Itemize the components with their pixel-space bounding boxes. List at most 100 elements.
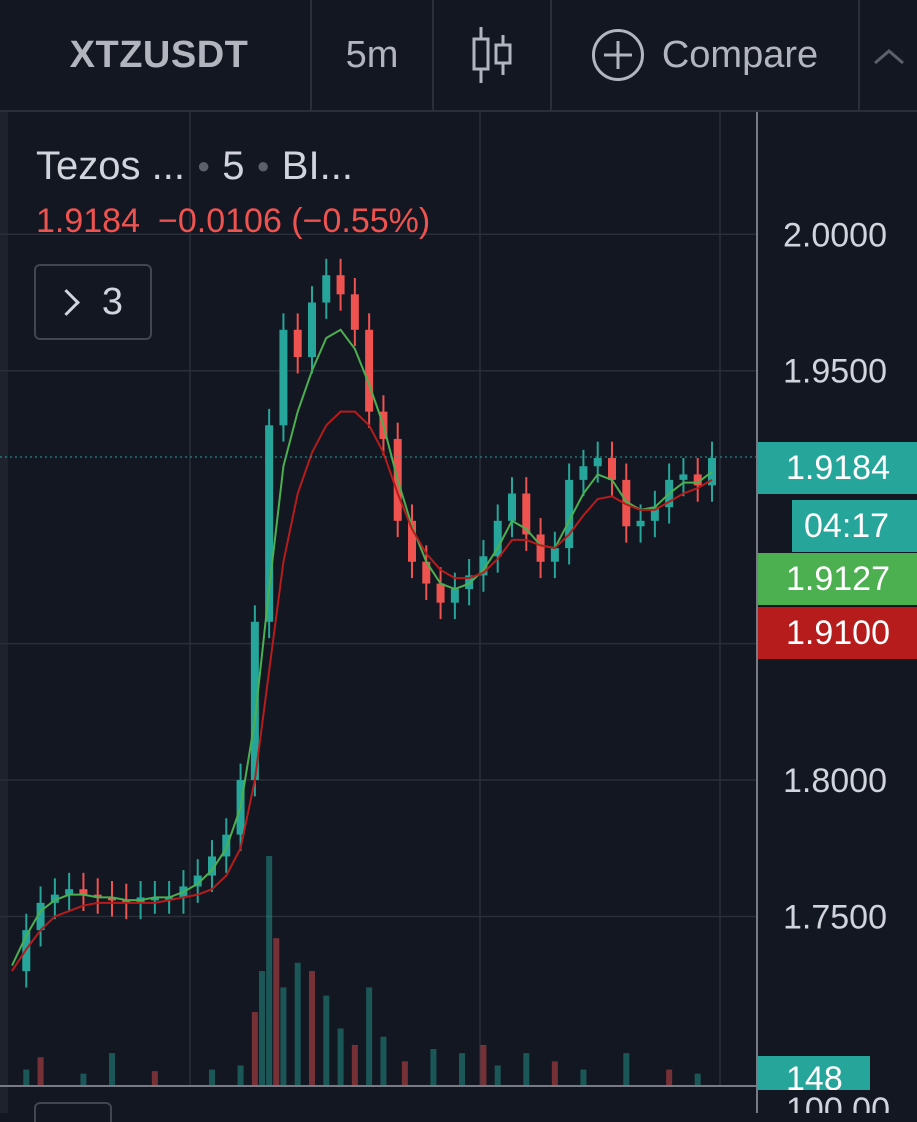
indicators-toggle-button[interactable]: 3: [34, 264, 152, 340]
legend-interval: 5: [222, 144, 245, 188]
candle-body: [150, 897, 159, 901]
price-tick-label: 2.0000: [783, 216, 887, 254]
candle-body: [422, 561, 431, 584]
price-tick-label: 1.9500: [783, 353, 887, 391]
candle-body: [65, 889, 74, 895]
candle-body: [350, 294, 359, 330]
candle-body: [508, 493, 516, 521]
price-tick-label: 1.7500: [783, 898, 887, 936]
volume-bar: [251, 1012, 258, 1086]
candlesticks: [22, 258, 716, 988]
last-price-label: 1.9184: [758, 442, 917, 494]
candle-body: [250, 621, 259, 781]
volume-bar: [280, 987, 287, 1086]
volume-bar: [259, 971, 265, 1086]
candle-body: [279, 329, 288, 426]
candle-body: [322, 275, 331, 303]
candle-body: [679, 474, 688, 480]
volume-bar: [209, 1069, 215, 1086]
candle-body: [50, 894, 59, 903]
ma-slow-line: [11, 410, 713, 972]
symbol-button[interactable]: XTZUSDT: [8, 0, 312, 110]
candlestick-icon: [472, 27, 512, 83]
volume-bar: [551, 1061, 558, 1086]
ma-fast-line: [11, 328, 713, 967]
volume-bar: [266, 856, 273, 1086]
volume-bar: [401, 1061, 408, 1086]
volume-bar: [366, 987, 373, 1086]
chart-grid: [0, 112, 757, 1086]
volume-bar: [151, 1071, 158, 1086]
legend-symbol-name: Tezos ...: [36, 144, 185, 188]
candle-body: [308, 302, 316, 358]
candle-body: [436, 583, 445, 603]
candle-body: [636, 520, 645, 527]
volume-label: 148: [758, 1056, 870, 1090]
candle-body: [608, 458, 616, 480]
countdown-label: 04:17: [792, 500, 917, 552]
candle-body: [293, 329, 302, 358]
volume-bar: [666, 1069, 673, 1086]
volume-bar: [109, 1053, 115, 1086]
candle-body: [108, 897, 116, 901]
volume-bar: [23, 1069, 30, 1086]
volume-bar: [294, 962, 301, 1086]
volume-bar: [430, 1049, 437, 1086]
moving-average-lines: [11, 328, 713, 972]
volume-bar: [37, 1057, 44, 1086]
candle-body: [265, 425, 274, 622]
lower-axis-label: 100.00: [786, 1091, 890, 1113]
volume-bar: [494, 1065, 501, 1086]
candle-body: [522, 493, 531, 535]
candle-body: [622, 479, 631, 527]
candle-body: [650, 507, 659, 521]
candle-body: [122, 900, 131, 904]
legend-price: 1.9184: [36, 202, 140, 240]
volume-bar: [580, 1069, 587, 1086]
chart-legend: Tezos ... ● 5 ● BI... 1.9184 −0.0106 (−0.55%): [36, 144, 431, 240]
interval-button[interactable]: 5m: [312, 0, 434, 110]
volume-bar: [459, 1053, 465, 1086]
volume-bar: [309, 971, 315, 1086]
candle-body: [365, 329, 374, 412]
compare-button[interactable]: Compare: [552, 0, 860, 110]
legend-change: −0.0106 (−0.55%): [158, 202, 431, 240]
candle-body: [450, 589, 459, 603]
volume-bar: [623, 1053, 630, 1086]
volume-bar: [237, 1065, 244, 1086]
bottom-panel-button[interactable]: [34, 1102, 112, 1122]
candle-body: [165, 897, 174, 901]
candle-body: [693, 474, 702, 486]
volume-bar: [480, 1044, 487, 1086]
candle-body: [579, 466, 588, 480]
left-edge-bar: [0, 0, 8, 1113]
legend-exchange: BI...: [281, 144, 353, 188]
ma-fast-label: 1.9127: [758, 553, 917, 605]
chart-type-button[interactable]: [434, 0, 552, 110]
indicator-count: 3: [101, 280, 124, 323]
candle-body: [36, 902, 45, 931]
plus-circle-icon: [591, 29, 644, 81]
candle-body: [565, 479, 574, 549]
candle-body: [79, 889, 88, 895]
price-tick-label: 1.8000: [783, 762, 887, 800]
volume-bar: [323, 995, 330, 1086]
volume-bar: [380, 1036, 387, 1086]
candle-body: [93, 894, 102, 898]
compare-label: Compare: [661, 33, 819, 76]
volume-bar: [337, 1028, 344, 1086]
ma-slow-label: 1.9100: [758, 607, 917, 659]
top-toolbar: XTZUSDT 5m Compare: [0, 0, 917, 112]
volume-bar: [523, 1053, 530, 1086]
candle-body: [493, 520, 502, 557]
volume-bar: [351, 1044, 358, 1086]
candle-body: [208, 856, 216, 876]
candle-body: [336, 275, 345, 295]
candle-body: [550, 548, 559, 562]
candle-body: [536, 534, 545, 562]
candle-body: [593, 458, 602, 467]
volume-bar: [80, 1073, 87, 1086]
chevron-up-icon: [873, 49, 904, 65]
toolbar-more-button[interactable]: [860, 0, 917, 110]
